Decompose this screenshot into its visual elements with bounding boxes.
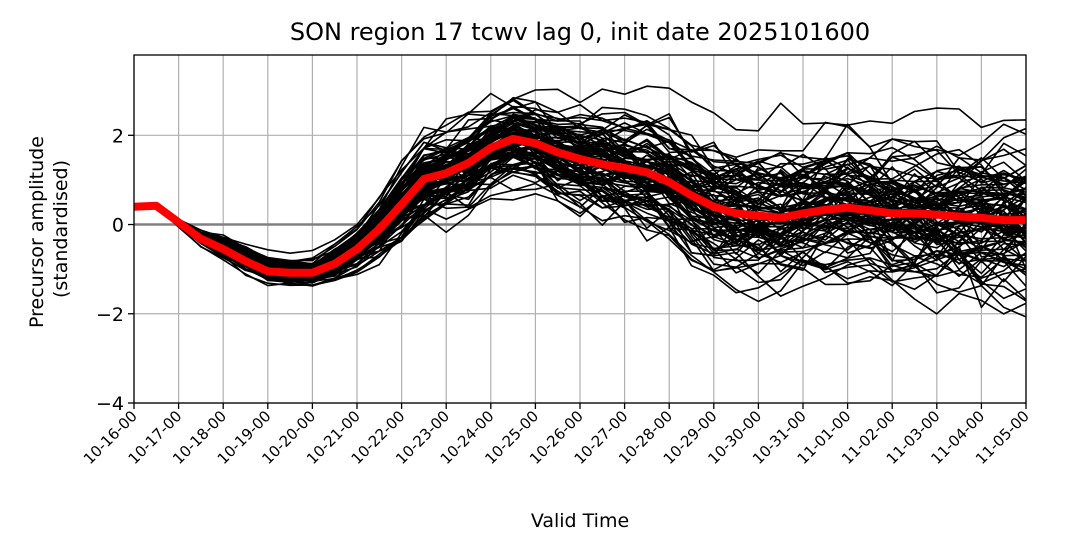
y-tick-label: 0 (112, 215, 124, 237)
ensemble-mean-line (134, 134, 1026, 277)
chart-title: SON region 17 tcwv lag 0, init date 2025… (290, 18, 870, 46)
ensemble-member-line (134, 125, 1026, 267)
ensemble-member-line (134, 105, 1026, 265)
ensemble-member-line (134, 139, 1026, 280)
y-axis-ticks: −4 −2 0 2 (96, 125, 134, 415)
y-tick-label: −2 (96, 304, 124, 326)
series-layer (134, 134, 1026, 277)
y-axis-label-line-2: (standardised) (50, 160, 72, 298)
ensemble-member-line (134, 164, 1026, 287)
ensemble-member-line (134, 113, 1026, 267)
ensemble-member-line (134, 128, 1026, 269)
y-tick-label: 2 (112, 125, 124, 147)
ensemble-member-line (134, 122, 1026, 267)
y-tick-label: −4 (96, 393, 124, 415)
x-axis-label: Valid Time (531, 510, 629, 532)
y-axis-label: Precursor amplitude (standardised) (26, 130, 72, 328)
y-axis-label-line-1: Precursor amplitude (26, 136, 48, 328)
ensemble-member-line (134, 85, 1026, 254)
